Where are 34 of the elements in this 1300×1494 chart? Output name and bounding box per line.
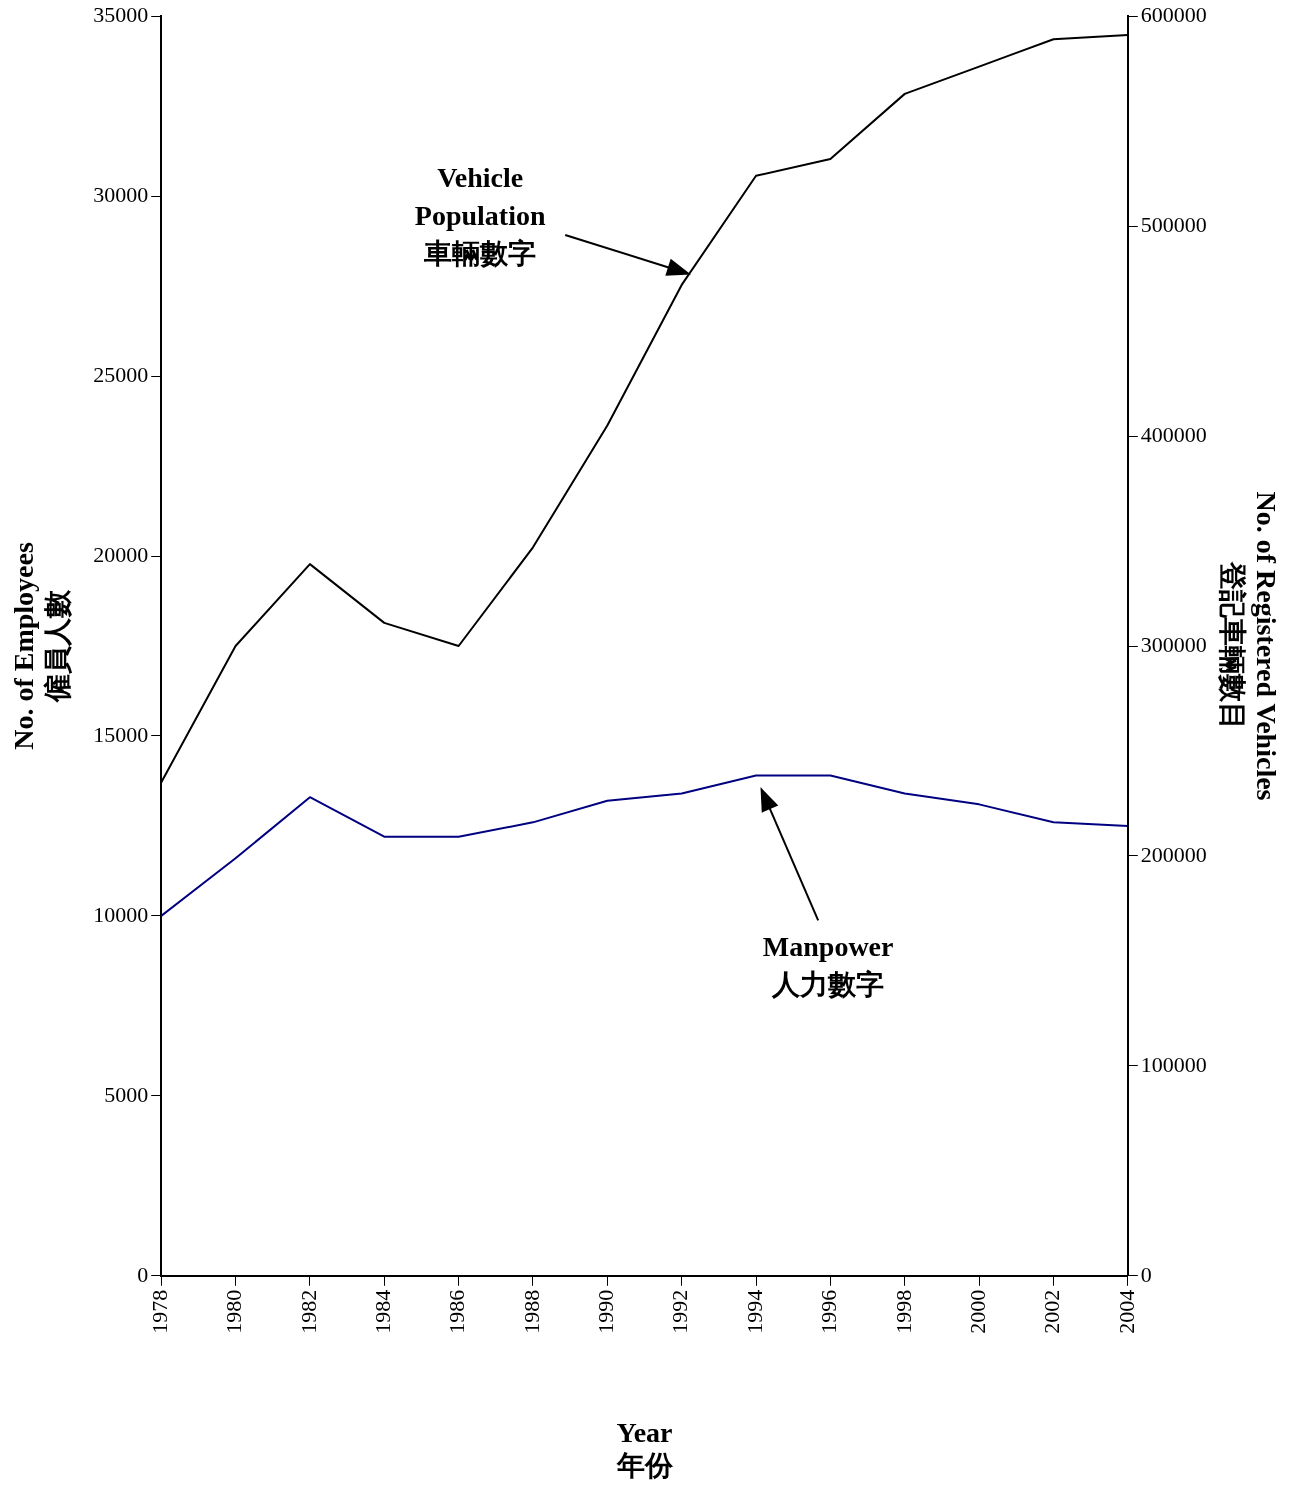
x-tick-label: 2002 xyxy=(1039,1289,1065,1334)
y-tick-label: 5000 xyxy=(104,1081,149,1107)
y-axis-title: No. of Employees 僱員人數 xyxy=(8,542,73,750)
annotation: Manpower 人力數字 xyxy=(762,930,894,1000)
x-tick-label: 1996 xyxy=(816,1289,842,1334)
y2-tick-label: 300000 xyxy=(1140,631,1207,657)
y2-tick-label: 100000 xyxy=(1140,1051,1207,1077)
x-tick-label: 1978 xyxy=(146,1289,172,1334)
annotation: Vehicle Population 車輛數字 xyxy=(414,162,546,270)
y-tick-label: 10000 xyxy=(93,901,149,927)
y2-tick-label: 400000 xyxy=(1140,421,1207,447)
x-axis-title: Year 年份 xyxy=(615,1416,674,1482)
x-tick-label: 1992 xyxy=(667,1289,693,1334)
y-tick-label: 0 xyxy=(137,1261,149,1287)
x-tick-label: 2004 xyxy=(1113,1289,1139,1334)
y2-tick-label: 600000 xyxy=(1140,1,1207,27)
y-tick-label: 35000 xyxy=(93,1,149,27)
y-tick-label: 20000 xyxy=(93,541,149,567)
y2-axis-title: No. of Registered Vehicles 登記車輛數目 xyxy=(1217,491,1282,801)
x-tick-label: 1986 xyxy=(444,1289,470,1334)
y2-tick-label: 0 xyxy=(1140,1261,1152,1287)
x-tick-label: 1980 xyxy=(221,1289,247,1334)
x-tick-label: 1998 xyxy=(890,1289,916,1334)
x-tick-label: 1982 xyxy=(295,1289,321,1334)
y-tick-label: 15000 xyxy=(93,721,149,747)
x-tick-label: 1984 xyxy=(370,1289,396,1334)
x-tick-label: 1988 xyxy=(518,1289,544,1334)
x-tick-label: 1994 xyxy=(741,1289,767,1334)
x-tick-label: 2000 xyxy=(964,1289,990,1334)
y2-tick-label: 500000 xyxy=(1140,211,1207,237)
y2-tick-label: 200000 xyxy=(1140,841,1207,867)
y-tick-label: 30000 xyxy=(93,181,149,207)
y-tick-label: 25000 xyxy=(93,361,149,387)
x-tick-label: 1990 xyxy=(593,1289,619,1334)
